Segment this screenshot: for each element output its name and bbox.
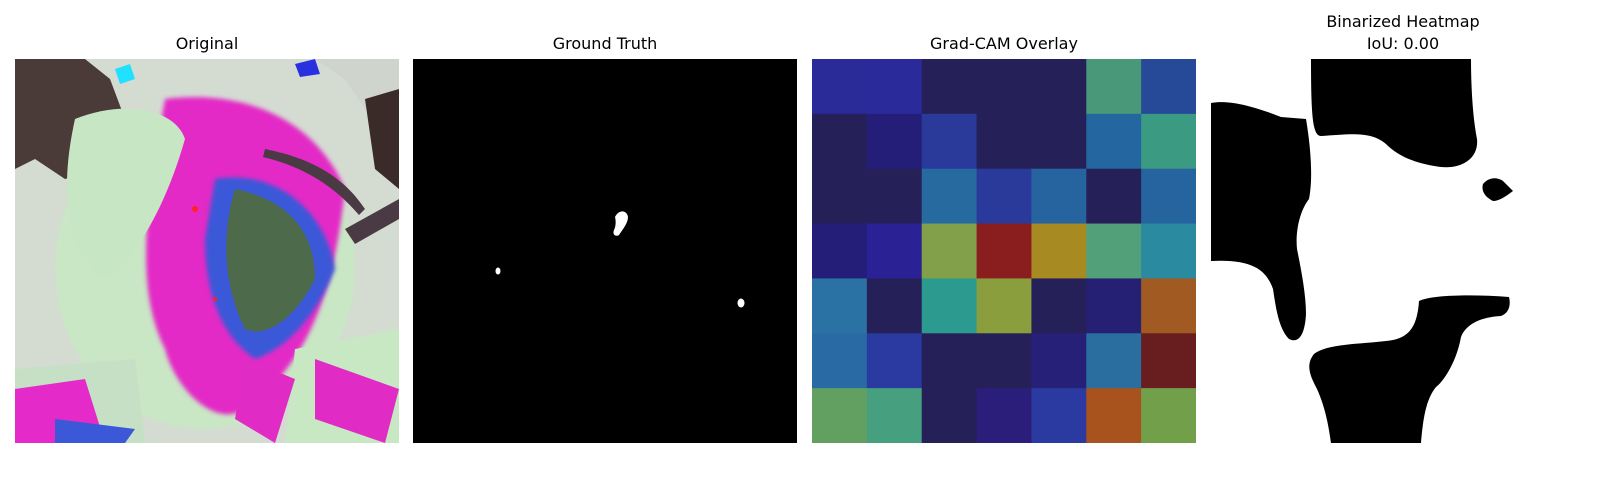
gradcam-cell bbox=[976, 113, 1032, 170]
gradcam-cell bbox=[1086, 278, 1142, 334]
gradcam-cell bbox=[1141, 113, 1196, 170]
binarized-heatmap-image bbox=[1211, 59, 1595, 443]
gradcam-cell bbox=[866, 278, 923, 334]
gradcam-cell bbox=[1031, 223, 1087, 279]
gradcam-cell bbox=[866, 59, 923, 115]
gradcam-cell bbox=[1086, 333, 1142, 389]
gradcam-cell bbox=[1141, 388, 1196, 443]
gradcam-cell bbox=[921, 168, 978, 225]
gradcam-cell bbox=[921, 388, 978, 443]
iou-label: IoU: 0.00 bbox=[1366, 34, 1440, 53]
gradcam-cell bbox=[1141, 333, 1196, 389]
original-image bbox=[15, 59, 399, 443]
gradcam-cell bbox=[866, 113, 923, 170]
original-panel: Original bbox=[15, 0, 399, 500]
gradcam-grid bbox=[812, 59, 1196, 443]
gradcam-cell bbox=[976, 278, 1032, 334]
gradcam-cell bbox=[866, 333, 923, 389]
gradcam-cell bbox=[812, 168, 868, 225]
gradcam-cell bbox=[921, 113, 978, 170]
ground-truth-panel: Ground Truth bbox=[413, 0, 797, 500]
gradcam-panel: Grad-CAM Overlay bbox=[812, 0, 1196, 500]
gradcam-cell bbox=[812, 59, 868, 115]
gradcam-cell bbox=[866, 168, 923, 225]
ground-truth-title: Ground Truth bbox=[552, 34, 658, 53]
binarized-heatmap bbox=[1211, 59, 1595, 443]
gradcam-cell bbox=[1031, 333, 1087, 389]
gradcam-cell bbox=[812, 223, 868, 279]
gradcam-cell bbox=[976, 388, 1032, 443]
gradcam-cell bbox=[1031, 59, 1087, 115]
gradcam-cell bbox=[921, 333, 978, 389]
ground-truth-mask bbox=[413, 59, 797, 443]
gradcam-cell bbox=[976, 223, 1032, 279]
gradcam-cell bbox=[866, 223, 923, 279]
gradcam-cell bbox=[1086, 388, 1142, 443]
ground-truth-mask-image bbox=[413, 59, 797, 443]
gradcam-cell bbox=[1086, 168, 1142, 225]
gradcam-cell bbox=[1141, 278, 1196, 334]
gradcam-cell bbox=[1031, 113, 1087, 170]
gradcam-title: Grad-CAM Overlay bbox=[930, 34, 1078, 53]
gradcam-cell bbox=[812, 278, 868, 334]
gradcam-cell bbox=[1086, 113, 1142, 170]
gradcam-cell bbox=[921, 59, 978, 115]
gradcam-cell bbox=[921, 223, 978, 279]
gradcam-cell bbox=[976, 59, 1032, 115]
original-leaf-image bbox=[15, 59, 399, 443]
gradcam-overlay bbox=[812, 59, 1196, 443]
gradcam-cell bbox=[1031, 388, 1087, 443]
gradcam-cell bbox=[812, 388, 868, 443]
binarized-panel: Binarized Heatmap IoU: 0.00 bbox=[1211, 0, 1595, 500]
binarized-title: Binarized Heatmap bbox=[1326, 12, 1480, 31]
gradcam-cell bbox=[866, 388, 923, 443]
gradcam-cell bbox=[812, 333, 868, 389]
original-title: Original bbox=[175, 34, 239, 53]
gradcam-cell bbox=[1031, 168, 1087, 225]
gradcam-cell bbox=[1141, 168, 1196, 225]
gradcam-cell bbox=[1031, 278, 1087, 334]
gradcam-cell bbox=[1086, 223, 1142, 279]
gradcam-cell bbox=[812, 113, 868, 170]
gradcam-cell bbox=[1141, 223, 1196, 279]
gradcam-cell bbox=[921, 278, 978, 334]
gradcam-cell bbox=[1141, 59, 1196, 115]
gradcam-cell bbox=[976, 168, 1032, 225]
gradcam-cell bbox=[976, 333, 1032, 389]
gradcam-cell bbox=[1086, 59, 1142, 115]
